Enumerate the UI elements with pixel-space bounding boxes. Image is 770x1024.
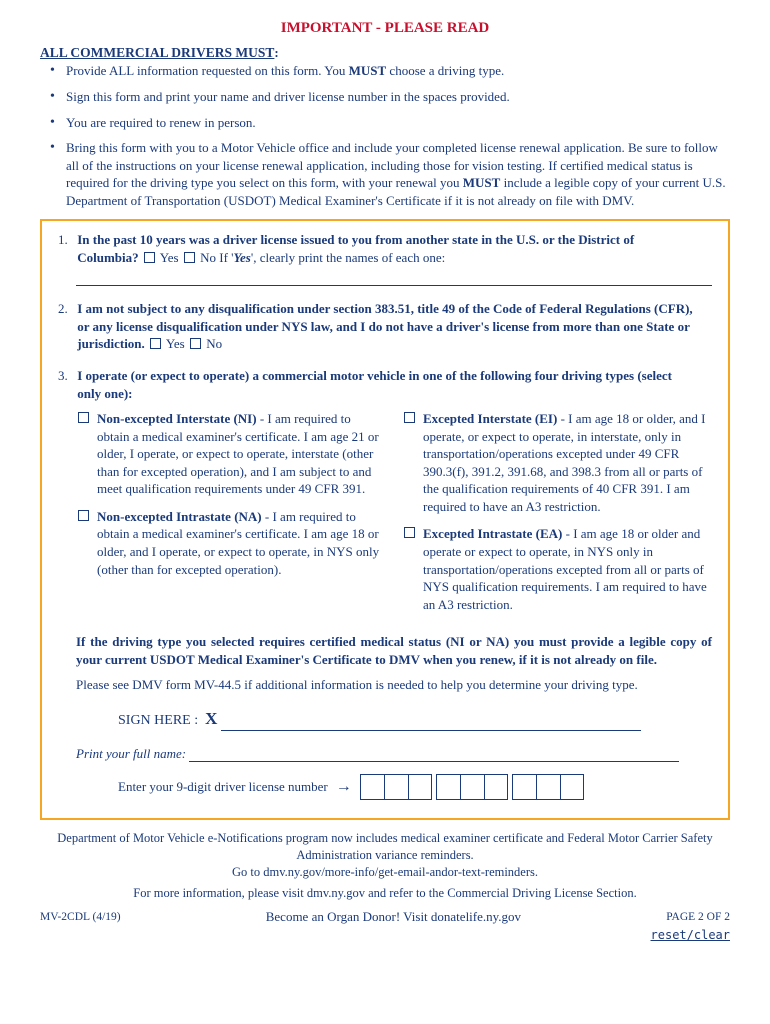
q1-number: 1. <box>58 231 74 249</box>
license-digit-boxes[interactable] <box>360 774 584 800</box>
page-title: IMPORTANT - PLEASE READ <box>40 18 730 38</box>
print-name-label: Print your full name: <box>76 746 186 761</box>
req-item: You are required to renew in person. <box>54 114 730 132</box>
q2-number: 2. <box>58 300 74 318</box>
question-1: 1. In the past 10 years was a driver lic… <box>58 231 712 286</box>
q2-yes-checkbox[interactable] <box>150 338 161 349</box>
footer-text: Department of Motor Vehicle e-Notificati… <box>40 830 730 902</box>
q3-text: I operate (or expect to operate) a comme… <box>77 368 672 401</box>
requirements-list: Provide ALL information requested on thi… <box>40 62 730 209</box>
req-item: Bring this form with you to a Motor Vehi… <box>54 139 730 209</box>
q1-input-line[interactable] <box>76 272 712 286</box>
license-label: Enter your 9-digit driver license number <box>118 778 328 796</box>
ei-checkbox[interactable] <box>404 412 415 423</box>
q3-number: 3. <box>58 367 74 385</box>
reset-link[interactable]: reset/clear <box>40 927 730 943</box>
questions-box: 1. In the past 10 years was a driver lic… <box>40 219 730 820</box>
req-item: Provide ALL information requested on thi… <box>54 62 730 80</box>
option-na: Non-excepted Intrastate (NA) - I am requ… <box>76 508 386 578</box>
see-note: Please see DMV form MV-44.5 if additiona… <box>76 676 712 694</box>
form-id: MV-2CDL (4/19) <box>40 910 121 926</box>
driving-type-grid: Non-excepted Interstate (NI) - I am requ… <box>76 410 712 623</box>
na-checkbox[interactable] <box>78 510 89 521</box>
must-heading: ALL COMMERCIAL DRIVERS MUST: <box>40 44 730 62</box>
page-number: PAGE 2 OF 2 <box>666 910 730 926</box>
print-name-line[interactable] <box>189 750 679 762</box>
q1-no-checkbox[interactable] <box>184 252 195 263</box>
signature-row: SIGN HERE : X <box>118 708 712 731</box>
subtitle-text: ALL COMMERCIAL DRIVERS MUST <box>40 45 274 60</box>
q1-yes-checkbox[interactable] <box>144 252 155 263</box>
ea-checkbox[interactable] <box>404 527 415 538</box>
license-row: Enter your 9-digit driver license number… <box>118 774 712 800</box>
req-item: Sign this form and print your name and d… <box>54 88 730 106</box>
ni-checkbox[interactable] <box>78 412 89 423</box>
arrow-icon: → <box>336 776 352 798</box>
question-3: 3. I operate (or expect to operate) a co… <box>58 367 712 402</box>
q2-no-checkbox[interactable] <box>190 338 201 349</box>
print-name-row: Print your full name: <box>76 745 712 763</box>
question-2: 2. I am not subject to any disqualificat… <box>58 300 712 353</box>
option-ea: Excepted Intrastate (EA) - I am age 18 o… <box>402 525 712 613</box>
option-ei: Excepted Interstate (EI) - I am age 18 o… <box>402 410 712 515</box>
footer-meta: MV-2CDL (4/19) Become an Organ Donor! Vi… <box>40 908 730 926</box>
signature-line[interactable] <box>221 730 641 731</box>
medical-note: If the driving type you selected require… <box>76 633 712 668</box>
option-ni: Non-excepted Interstate (NI) - I am requ… <box>76 410 386 498</box>
sign-label: SIGN HERE : <box>118 713 198 728</box>
donor-text: Become an Organ Donor! Visit donatelife.… <box>121 908 667 926</box>
